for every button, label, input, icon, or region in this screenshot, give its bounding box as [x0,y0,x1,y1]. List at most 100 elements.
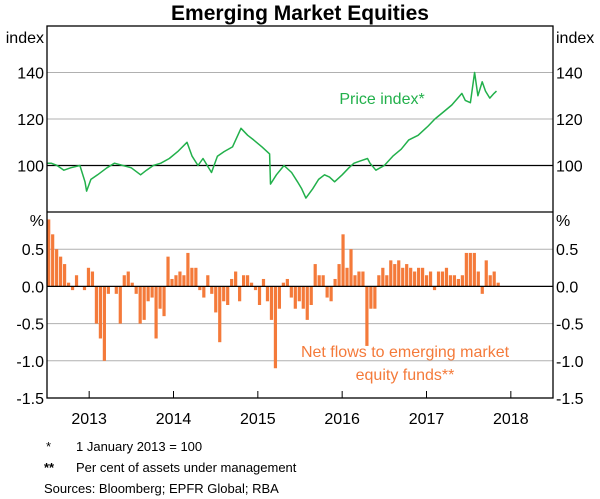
net-flow-bar [285,278,289,287]
bottom-right-tick-label: -0.5 [556,317,584,334]
x-tick-label: 2013 [71,411,107,428]
net-flow-bar [186,252,190,287]
x-tick-label: 2017 [409,411,445,428]
net-flow-bar [329,286,333,302]
net-flow-bar [361,271,365,287]
left-axis-unit-top: index [6,30,44,47]
net-flow-bar [405,264,409,287]
net-flow-bar [238,286,242,302]
net-flow-bar [413,271,417,287]
net-flow-bar [393,264,397,287]
footnote-1-text: 1 January 2013 = 100 [76,439,202,454]
net-flow-bar [166,256,170,287]
footnote-2-marker: ** [44,460,55,475]
net-flow-bar [114,286,118,294]
net-flow-bar [190,267,194,287]
net-flow-bar [62,264,67,287]
top-left-tick-label: 140 [17,66,44,83]
net-flow-bar [353,275,357,287]
net-flow-bar [480,286,484,294]
net-flow-bar [488,275,492,287]
net-flow-bar [174,275,178,287]
bottom-left-tick-label: 0.0 [22,279,44,296]
net-flow-bar [66,282,71,287]
net-flow-bar [341,234,345,287]
net-flow-bar [70,286,75,291]
top-right-tick-label: 140 [556,66,583,83]
bottom-left-tick-label: -1.0 [16,354,44,371]
footnote-1-marker: * [46,439,51,454]
top-right-tick-label: 100 [556,159,583,176]
net-flow-bar [452,275,457,287]
net-flow-bar [261,278,266,287]
net-flow-bar [496,282,500,287]
net-flow-bar [154,286,158,339]
footnote-2-text: Per cent of assets under management [76,460,297,475]
net-flow-bar [373,286,377,309]
net-flow-bar [321,275,325,287]
x-tick-label: 2018 [493,411,529,428]
net-flow-bar [409,267,413,287]
net-flow-bar [401,267,405,287]
net-flow-bar [397,260,401,287]
bottom-left-tick-label: 0.5 [22,242,44,259]
net-flow-bar [138,286,142,324]
bottom-left-tick-label: -1.5 [16,391,44,408]
net-flow-bar [194,267,198,287]
sources-note: Sources: Bloomberg; EPFR Global; RBA [44,481,279,496]
bottom-right-tick-label: -1.0 [556,354,584,371]
net-flow-bar [86,267,91,287]
bottom-right-tick-label: 0.0 [556,279,578,296]
net-flow-bar [74,275,79,287]
net-flow-bar [198,286,202,291]
net-flow-bar [492,271,496,287]
net-flow-bar [325,286,329,298]
net-flow-bar [432,286,437,291]
net-flow-bar [249,282,254,287]
net-flow-bar [150,286,154,298]
net-flow-bar [293,286,297,309]
net-flow-bar [301,286,305,309]
net-flow-bar [218,286,222,343]
net-flow-bar [230,278,234,287]
net-flow-bar [381,267,385,287]
net-flow-bar [273,286,278,369]
net-flow-bar [257,286,262,305]
net-flow-bar [377,275,381,287]
net-flow-bar [142,286,146,320]
net-flow-bar [170,278,174,287]
net-flow-bar [333,278,337,287]
net-flows-label-line1: Net flows to emerging market [301,344,510,361]
net-flow-bar [210,286,214,294]
net-flow-bar [178,271,182,287]
net-flow-bar [98,286,102,339]
net-flow-bar [305,286,309,320]
net-flow-bar [126,271,130,287]
net-flow-bar [82,286,87,291]
net-flow-bar [289,286,293,298]
net-flow-bar [158,286,162,309]
bottom-right-tick-label: -1.5 [556,391,584,408]
net-flow-bar [421,267,425,287]
net-flow-bar [122,275,126,287]
net-flow-bar [102,286,106,361]
net-flow-bar [162,286,166,317]
net-flow-bar [417,267,421,287]
net-flow-bar [222,286,226,302]
net-flow-bar [281,282,285,287]
net-flow-bar [253,286,258,291]
net-flow-bar [484,260,488,287]
net-flow-bar [297,286,301,302]
net-flow-bar [385,275,389,287]
net-flow-bar [345,267,349,287]
net-flow-bar [436,271,441,287]
left-axis-unit-bottom: % [30,213,44,230]
net-flow-bar [277,286,282,309]
net-flow-bar [440,271,445,287]
net-flow-bar [265,286,270,302]
net-flow-bar [130,282,134,287]
right-axis-unit-top: index [556,30,594,47]
net-flow-bar [472,252,476,287]
top-left-tick-label: 100 [17,159,44,176]
